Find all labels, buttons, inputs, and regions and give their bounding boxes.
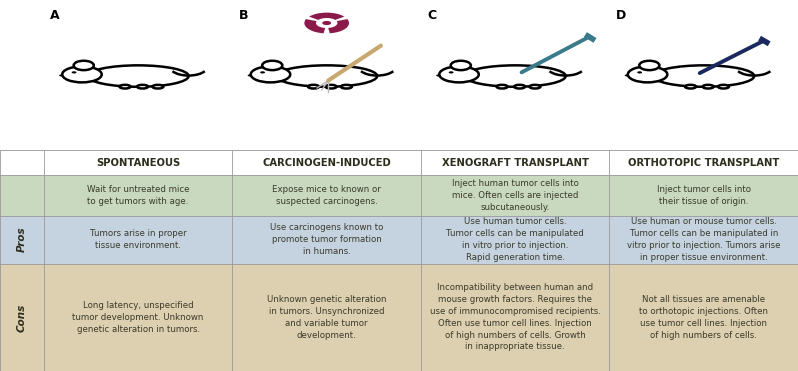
Ellipse shape (276, 65, 377, 87)
Text: Use human or mouse tumor cells.
Tumor cells can be manipulated in
vitro prior to: Use human or mouse tumor cells. Tumor ce… (627, 217, 780, 262)
Ellipse shape (702, 85, 713, 89)
Text: SPONTANEOUS: SPONTANEOUS (96, 158, 180, 168)
Ellipse shape (685, 85, 696, 89)
Text: Long latency, unspecified
tumor development. Unknown
genetic alteration in tumor: Long latency, unspecified tumor developm… (73, 301, 203, 334)
Wedge shape (328, 19, 349, 33)
Circle shape (437, 75, 440, 76)
Bar (0, 216, 798, 264)
Wedge shape (309, 13, 344, 20)
Ellipse shape (62, 66, 101, 82)
Text: Unknown genetic alteration
in tumors. Unsynchronized
and variable tumor
developm: Unknown genetic alteration in tumors. Un… (267, 295, 386, 339)
Text: Wait for untreated mice
to get tumors with age.: Wait for untreated mice to get tumors wi… (87, 185, 189, 206)
Ellipse shape (308, 85, 319, 89)
Wedge shape (304, 19, 326, 33)
Circle shape (322, 21, 331, 25)
Text: Not all tissues are amenable
to orthotopic injections. Often
use tumor cell line: Not all tissues are amenable to orthotop… (639, 295, 768, 339)
Text: Inject tumor cells into
their tissue of origin.: Inject tumor cells into their tissue of … (657, 185, 751, 206)
Circle shape (638, 71, 642, 73)
Text: Use human tumor cells.
Tumor cells can be manipulated
in vitro prior to injectio: Use human tumor cells. Tumor cells can b… (446, 217, 584, 262)
Ellipse shape (529, 85, 540, 89)
Text: A: A (50, 9, 60, 22)
Text: ORTHOTOPIC TRANSPLANT: ORTHOTOPIC TRANSPLANT (628, 158, 780, 168)
Ellipse shape (439, 66, 479, 82)
Ellipse shape (137, 85, 148, 89)
Ellipse shape (88, 65, 188, 87)
Circle shape (73, 61, 94, 70)
Circle shape (625, 75, 629, 76)
Ellipse shape (654, 65, 754, 87)
Bar (0, 264, 798, 371)
Bar (0, 175, 798, 216)
Circle shape (247, 75, 252, 76)
Text: D: D (616, 9, 626, 22)
Circle shape (59, 75, 64, 76)
Ellipse shape (464, 65, 566, 87)
Ellipse shape (628, 66, 667, 82)
Ellipse shape (326, 85, 337, 89)
Circle shape (448, 71, 453, 73)
Bar (0, 0, 798, 150)
Text: Incompatibility between human and
mouse growth factors. Requires the
use of immu: Incompatibility between human and mouse … (430, 283, 601, 351)
Circle shape (260, 71, 265, 73)
Ellipse shape (341, 85, 352, 89)
Circle shape (72, 71, 77, 73)
Text: Pros: Pros (17, 227, 27, 253)
Ellipse shape (251, 66, 290, 82)
Text: B: B (239, 9, 248, 22)
Text: C: C (428, 9, 437, 22)
Circle shape (263, 61, 282, 70)
Ellipse shape (514, 85, 525, 89)
Ellipse shape (120, 85, 131, 89)
Ellipse shape (496, 85, 508, 89)
Ellipse shape (152, 85, 164, 89)
Bar (0, 150, 798, 175)
Text: Tumors arise in proper
tissue environment.: Tumors arise in proper tissue environmen… (90, 229, 187, 250)
Text: Expose mice to known or
suspected carcinogens.: Expose mice to known or suspected carcin… (272, 185, 381, 206)
Ellipse shape (718, 85, 729, 89)
Text: Cons: Cons (17, 303, 27, 332)
Text: CARCINOGEN-INDUCED: CARCINOGEN-INDUCED (263, 158, 391, 168)
Text: XENOGRAFT TRANSPLANT: XENOGRAFT TRANSPLANT (442, 158, 589, 168)
Circle shape (639, 61, 659, 70)
Circle shape (451, 61, 471, 70)
Text: Use carcinogens known to
promote tumor formation
in humans.: Use carcinogens known to promote tumor f… (270, 223, 383, 256)
Text: Inject human tumor cells into
mice. Often cells are injected
subcutaneously.: Inject human tumor cells into mice. Ofte… (452, 179, 579, 212)
